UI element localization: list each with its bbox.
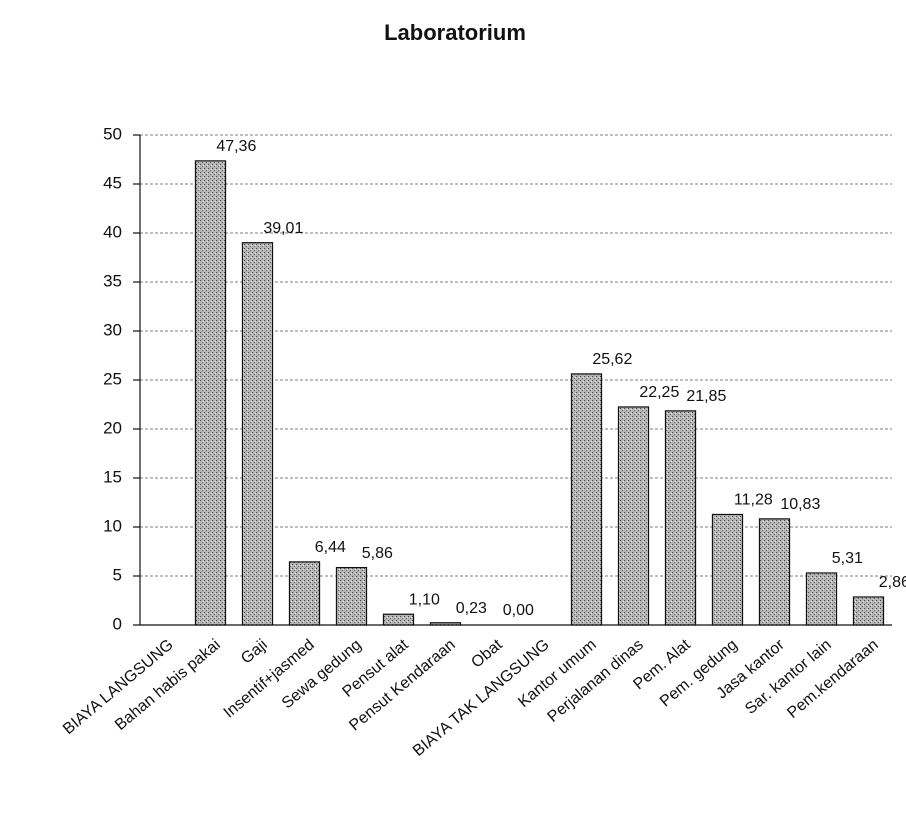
bar <box>570 373 603 626</box>
bar <box>711 513 744 626</box>
value-label: 0,23 <box>456 600 487 617</box>
bar <box>429 622 462 626</box>
bar <box>335 566 368 626</box>
bar <box>852 596 885 626</box>
y-tick-label: 40 <box>103 222 122 241</box>
value-label: 6,44 <box>315 539 346 556</box>
value-label: 0,00 <box>503 602 534 619</box>
y-tick-label: 5 <box>113 565 122 584</box>
bar <box>194 160 227 626</box>
bar <box>382 613 415 626</box>
y-tick-label: 45 <box>103 173 122 192</box>
y-tick-label: 50 <box>103 124 122 143</box>
y-tick-label: 25 <box>103 369 122 388</box>
value-label: 11,28 <box>734 492 773 509</box>
bar <box>664 410 697 626</box>
value-label: 39,01 <box>263 220 303 237</box>
value-label: 21,85 <box>686 388 726 405</box>
y-tick-label: 35 <box>103 271 122 290</box>
y-tick-label: 0 <box>113 614 122 633</box>
bar <box>617 406 650 626</box>
bar <box>758 518 791 626</box>
bar <box>288 561 321 626</box>
value-label: 5,86 <box>362 545 393 562</box>
value-label: 25,62 <box>592 351 632 368</box>
value-label: 10,83 <box>780 496 820 513</box>
bar <box>241 242 274 626</box>
y-tick-label: 10 <box>103 516 122 535</box>
bar <box>805 572 838 626</box>
value-label: 2,86 <box>879 574 906 591</box>
chart-title: Laboratorium <box>384 20 526 45</box>
value-label: 47,36 <box>216 138 256 155</box>
value-label: 1,10 <box>409 591 440 608</box>
x-tick-label: Obat <box>468 636 506 672</box>
value-label: 5,31 <box>832 550 863 567</box>
x-tick-label: Gaji <box>238 636 271 667</box>
value-label: 22,25 <box>639 384 679 401</box>
y-tick-label: 20 <box>103 418 122 437</box>
y-tick-label: 30 <box>103 320 122 339</box>
y-tick-label: 15 <box>103 467 122 486</box>
